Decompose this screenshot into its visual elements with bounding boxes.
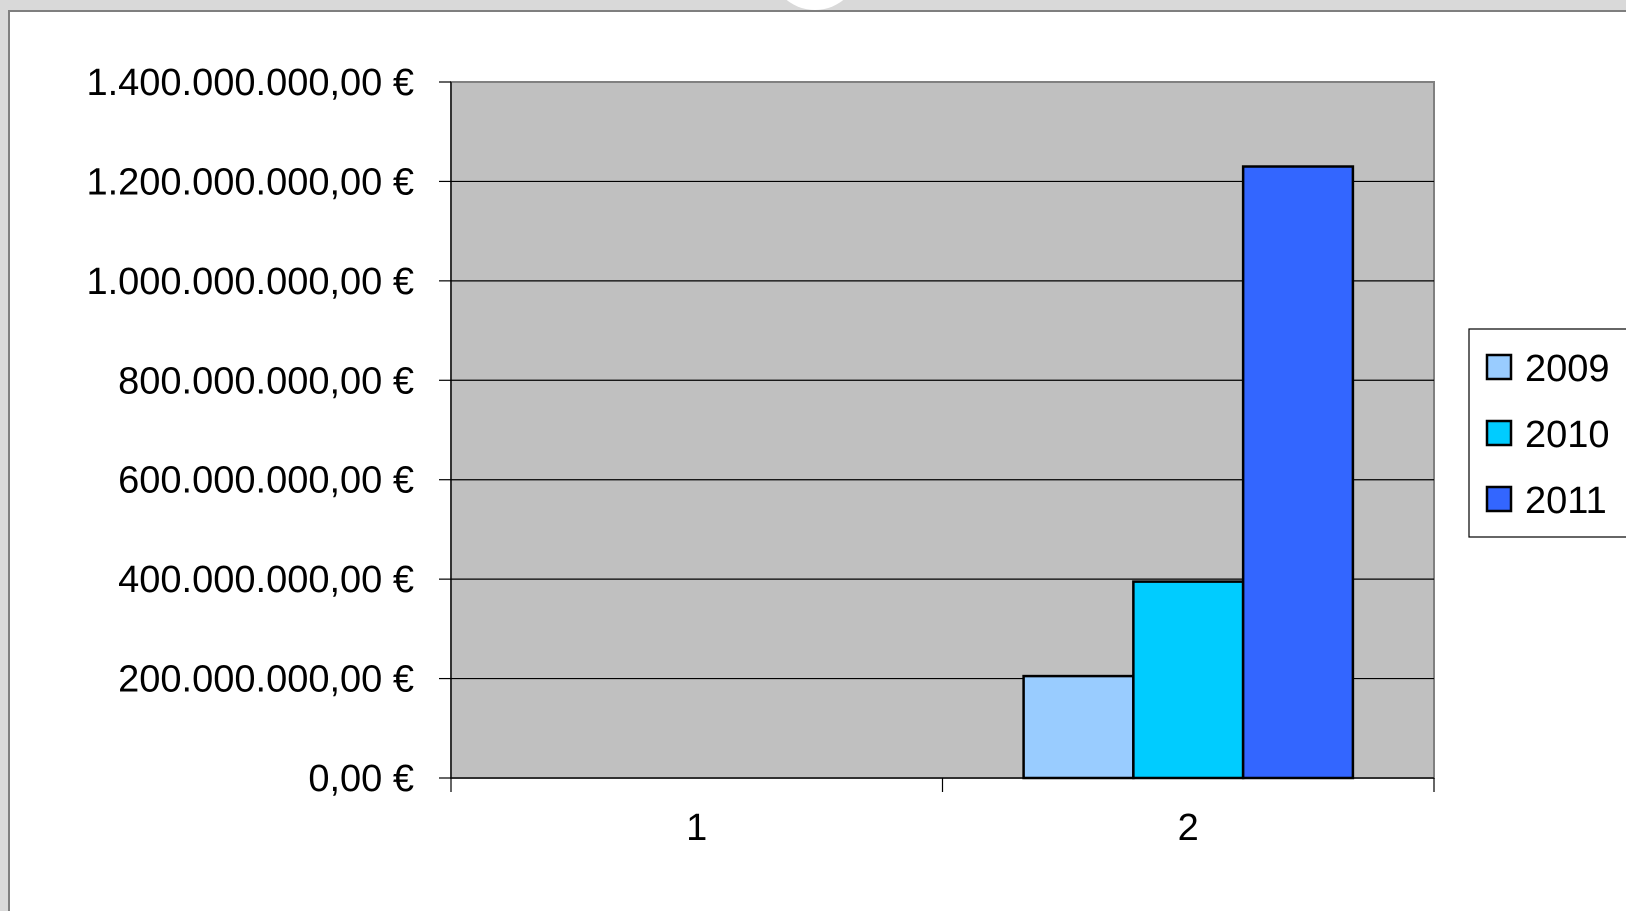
- bar-2009-cat-2: [1022, 674, 1135, 780]
- legend-label: 2009: [1525, 348, 1610, 390]
- y-tick-label: 1.200.000.000,00 €: [86, 161, 414, 203]
- y-tick-label: 600.000.000,00 €: [118, 460, 414, 502]
- legend-swatch-2011: [1485, 485, 1513, 513]
- bar-2010-cat-2: [1132, 580, 1245, 780]
- y-tick-label: 1.000.000.000,00 €: [86, 261, 414, 303]
- x-tick-label: 1: [686, 807, 707, 849]
- bars: [1022, 165, 1355, 780]
- y-tick-label: 1.400.000.000,00 €: [86, 62, 414, 104]
- y-axis: 0,00 € 200.000.000,00 € 400.000.000,00 € 60…: [86, 62, 452, 800]
- y-tick-label: 200.000.000,00 €: [118, 659, 414, 701]
- legend: 2009 2010 2011: [1468, 328, 1626, 538]
- legend-swatch-2010: [1485, 419, 1513, 447]
- decorative-shape: [770, 0, 860, 10]
- bar-2011-cat-2: [1241, 165, 1355, 780]
- y-tick-label: 0,00 €: [308, 758, 414, 800]
- legend-label: 2010: [1525, 414, 1610, 456]
- x-tick-label: 2: [1178, 807, 1199, 849]
- legend-swatch-2009: [1485, 353, 1513, 381]
- y-tick-label: 800.000.000,00 €: [118, 360, 414, 402]
- legend-label: 2011: [1525, 480, 1607, 522]
- y-tick-label: 400.000.000,00 €: [118, 559, 414, 601]
